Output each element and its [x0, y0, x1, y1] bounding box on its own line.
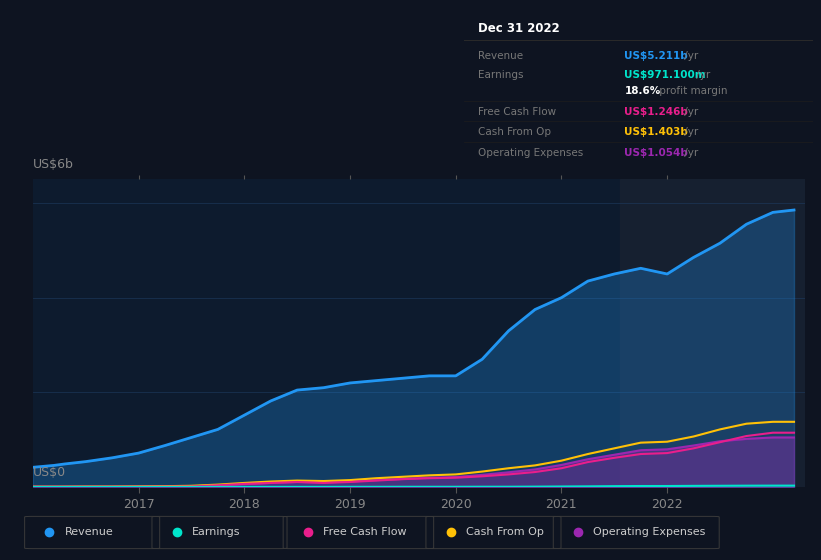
- Text: /yr: /yr: [681, 128, 698, 138]
- Text: US$1.246b: US$1.246b: [624, 107, 688, 116]
- Text: 18.6%: 18.6%: [624, 86, 661, 96]
- Text: Cash From Op: Cash From Op: [478, 128, 551, 138]
- Text: profit margin: profit margin: [656, 86, 727, 96]
- Text: US$5.211b: US$5.211b: [624, 51, 688, 61]
- Text: /yr: /yr: [681, 51, 698, 61]
- Text: Dec 31 2022: Dec 31 2022: [478, 22, 560, 35]
- Text: Free Cash Flow: Free Cash Flow: [323, 527, 407, 537]
- Text: /yr: /yr: [681, 148, 698, 158]
- Text: Free Cash Flow: Free Cash Flow: [478, 107, 556, 116]
- Text: US$1.403b: US$1.403b: [624, 128, 688, 138]
- Text: US$1.054b: US$1.054b: [624, 148, 688, 158]
- Text: Cash From Op: Cash From Op: [466, 527, 544, 537]
- Text: Revenue: Revenue: [65, 527, 113, 537]
- Text: /yr: /yr: [694, 70, 711, 80]
- Text: /yr: /yr: [681, 107, 698, 116]
- Bar: [620, 179, 805, 487]
- Text: Revenue: Revenue: [478, 51, 523, 61]
- Text: Earnings: Earnings: [192, 527, 241, 537]
- Text: US$0: US$0: [33, 466, 66, 479]
- Text: US$6b: US$6b: [33, 158, 74, 171]
- Text: Operating Expenses: Operating Expenses: [478, 148, 583, 158]
- Text: US$971.100m: US$971.100m: [624, 70, 706, 80]
- Text: Earnings: Earnings: [478, 70, 523, 80]
- Text: Operating Expenses: Operating Expenses: [594, 527, 706, 537]
